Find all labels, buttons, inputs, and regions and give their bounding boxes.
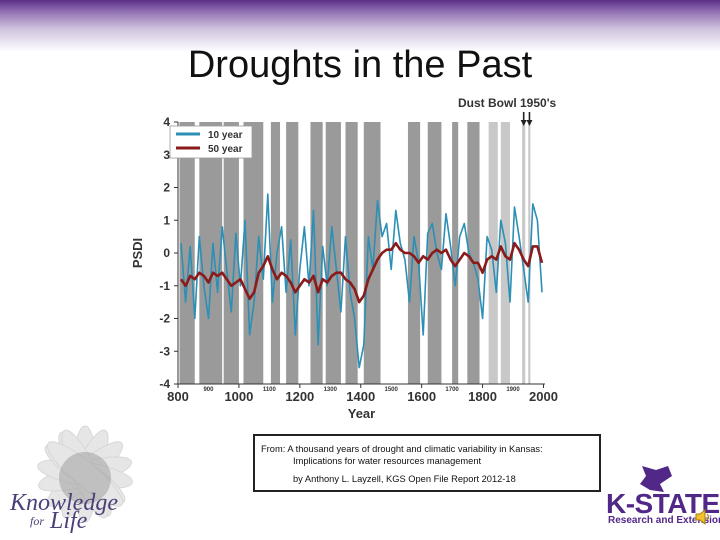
drought-band	[488, 122, 498, 384]
x-tick-label: 1200	[285, 389, 314, 404]
y-tick-label: -1	[159, 279, 170, 293]
y-tick-label: 0	[163, 246, 170, 260]
logo-knowledge: Knowledge	[10, 490, 118, 516]
x-minor-tick-label: 1300	[324, 387, 338, 393]
x-minor-tick-label: 900	[203, 387, 214, 393]
knowledge-for-life-logo: Knowledge for Life	[10, 490, 118, 534]
citation-author: by Anthony L. Layzell, KGS Open File Rep…	[293, 474, 516, 484]
series-line-10yr	[180, 193, 543, 369]
citation-box: From: A thousand years of drought and cl…	[253, 434, 601, 492]
y-tick-label: 4	[163, 115, 170, 129]
x-minor-tick-label: 1100	[263, 387, 277, 393]
kstate-wildcat-logo	[640, 466, 672, 492]
dust-bowl-arrow-head	[520, 120, 527, 126]
drought-band	[270, 122, 281, 384]
y-tick-label: -2	[159, 312, 170, 326]
x-axis-label: Year	[348, 406, 375, 421]
drought-band	[325, 122, 341, 384]
y-axis-label: PSDI	[130, 238, 145, 268]
drought-band	[179, 122, 195, 384]
drought-band	[522, 122, 526, 384]
drought-band	[310, 122, 323, 384]
x-tick-label: 2000	[529, 389, 558, 404]
x-minor-tick-label: 1500	[385, 387, 399, 393]
x-minor-tick-label: 1700	[445, 387, 459, 393]
drought-bands	[179, 122, 531, 384]
drought-band	[452, 122, 459, 384]
legend-label-50yr: 50 year	[208, 144, 243, 155]
series-lines	[179, 193, 544, 369]
logo-for: for	[30, 514, 45, 528]
drought-band	[286, 122, 299, 384]
y-tick-label: 3	[163, 148, 170, 162]
drought-band	[407, 122, 421, 384]
x-tick-label: 800	[167, 389, 189, 404]
y-tick-label: -3	[159, 344, 170, 358]
x-tick-label: 1000	[224, 389, 253, 404]
legend-box	[169, 125, 253, 159]
chart-legend: 10 year 50 year	[169, 125, 253, 159]
slide-title: Droughts in the Past	[187, 44, 533, 86]
drought-band	[528, 122, 531, 384]
drought-band	[467, 122, 480, 384]
x-minor-tick-label: 1900	[506, 387, 520, 393]
series-line-50yr	[179, 241, 544, 304]
citation-line-1: From: A thousand years of drought and cl…	[261, 444, 543, 454]
x-tick-label: 1800	[468, 389, 497, 404]
drought-band	[199, 122, 223, 384]
dust-bowl-arrows	[520, 112, 533, 126]
x-tick-label: 1600	[407, 389, 436, 404]
y-tick-label: 2	[163, 181, 170, 195]
drought-band	[363, 122, 381, 384]
speaker-icon[interactable]	[694, 508, 712, 526]
y-tick-label: 1	[163, 213, 170, 227]
dust-bowl-annotation: Dust Bowl 1950's	[458, 96, 557, 110]
dust-bowl-arrow-head	[526, 120, 533, 126]
kstate-subtitle: Research and Extension	[608, 515, 720, 526]
logo-life: Life	[50, 508, 88, 534]
citation-line-2: Implications for water resources managem…	[293, 455, 482, 466]
drought-band	[427, 122, 442, 384]
y-tick-label: -4	[159, 377, 170, 391]
drought-band	[223, 122, 239, 384]
sunflower-illustration	[37, 425, 133, 523]
legend-label-10yr: 10 year	[208, 130, 243, 141]
header-band	[0, 0, 720, 52]
x-tick-label: 1400	[346, 389, 375, 404]
